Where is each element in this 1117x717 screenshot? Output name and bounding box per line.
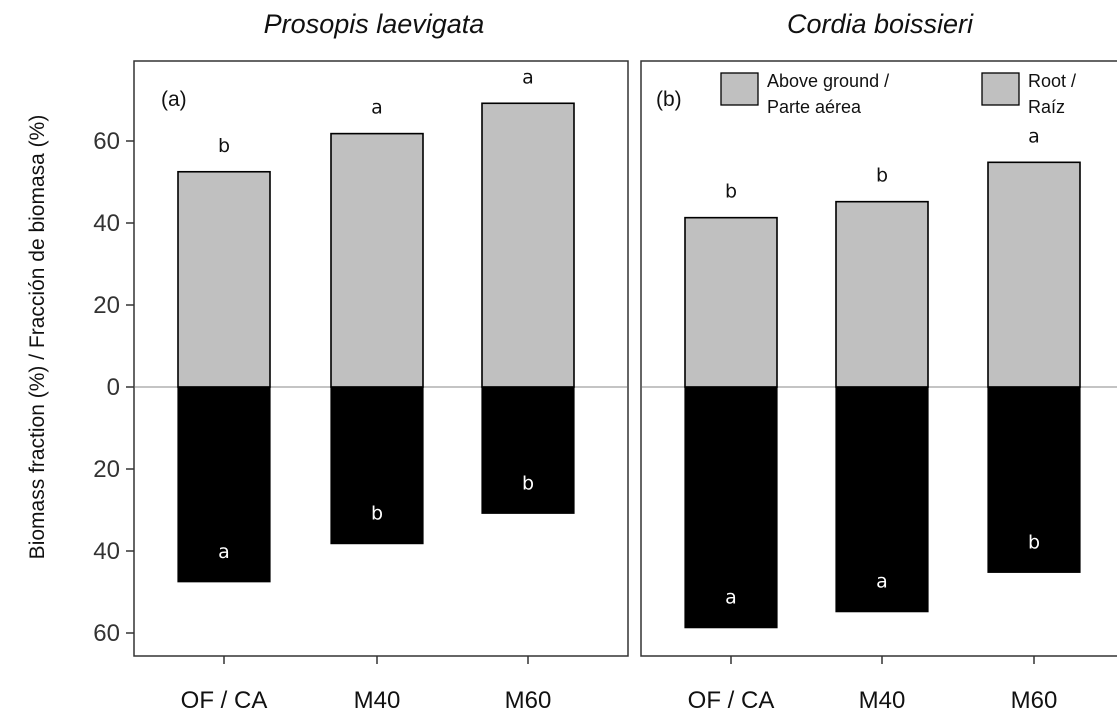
panel-a-frame: [133, 60, 629, 657]
bar-above-ground-a-1: [330, 132, 424, 388]
x-tick-label-a-2: M60: [505, 687, 552, 714]
bar-above-ground-b-1: [835, 200, 929, 388]
bar-root-b-2: [987, 386, 1081, 573]
sig-letter-above-a-1: a: [371, 97, 383, 119]
sig-letter-above-a-0: b: [218, 135, 230, 157]
y-tick-label-6: 60: [93, 620, 120, 647]
bar-above-ground-b-0: [684, 216, 778, 388]
bar-root-a-2: [481, 386, 575, 514]
bar-root-a-1: [330, 386, 424, 545]
sig-letter-root-a-2: b: [522, 472, 534, 494]
y-axis-label: Biomass fraction (%) / Fracción de bioma…: [26, 115, 49, 560]
y-tick-label-5: 40: [93, 538, 120, 565]
legend-label-above-ground-line2: Parte aérea: [767, 97, 862, 117]
panel-a-title: Prosopis laevigata: [264, 9, 485, 39]
x-tick-label-b-1: M40: [859, 687, 906, 714]
sig-letter-above-b-2: a: [1028, 125, 1040, 147]
bar-root-b-1: [835, 386, 929, 613]
panel-b-title: Cordia boissieri: [787, 9, 974, 39]
bar-above-ground-a-2: [481, 102, 575, 388]
bar-root-a-0: [177, 386, 271, 583]
sig-letter-above-b-1: b: [876, 165, 888, 187]
sig-letter-root-b-0: a: [725, 587, 737, 609]
bar-above-ground-b-2: [987, 161, 1081, 388]
sig-letter-above-b-0: b: [725, 181, 737, 203]
legend: Above ground / Parte aérea Root / Raíz: [720, 71, 1076, 117]
legend-label-above-ground-line1: Above ground /: [767, 71, 889, 91]
y-tick-label-0: 60: [93, 128, 120, 155]
x-tick-label-b-2: M60: [1011, 687, 1058, 714]
sig-letter-above-a-2: a: [522, 66, 534, 88]
sig-letter-root-a-1: b: [371, 503, 383, 525]
legend-swatch-above-ground: [720, 72, 759, 106]
sig-letter-root-b-2: b: [1028, 531, 1040, 553]
y-tick-label-2: 20: [93, 292, 120, 319]
legend-swatch-root: [981, 72, 1020, 106]
x-tick-label-b-0: OF / CA: [688, 687, 775, 714]
y-tick-label-3: 0: [107, 374, 120, 401]
legend-label-root-line1: Root /: [1028, 71, 1076, 91]
panel-a-label: (a): [161, 88, 187, 111]
x-tick-label-a-1: M40: [354, 687, 401, 714]
y-tick-label-1: 40: [93, 210, 120, 237]
panel-b-label: (b): [656, 88, 682, 111]
bar-above-ground-a-0: [177, 170, 271, 388]
bar-root-b-0: [684, 386, 778, 629]
y-tick-label-4: 20: [93, 456, 120, 483]
legend-label-root-line2: Raíz: [1028, 97, 1065, 117]
sig-letter-root-a-0: a: [218, 541, 230, 563]
sig-letter-root-b-1: a: [876, 571, 888, 593]
panel-b-frame: [640, 60, 1117, 657]
x-tick-label-a-0: OF / CA: [181, 687, 268, 714]
